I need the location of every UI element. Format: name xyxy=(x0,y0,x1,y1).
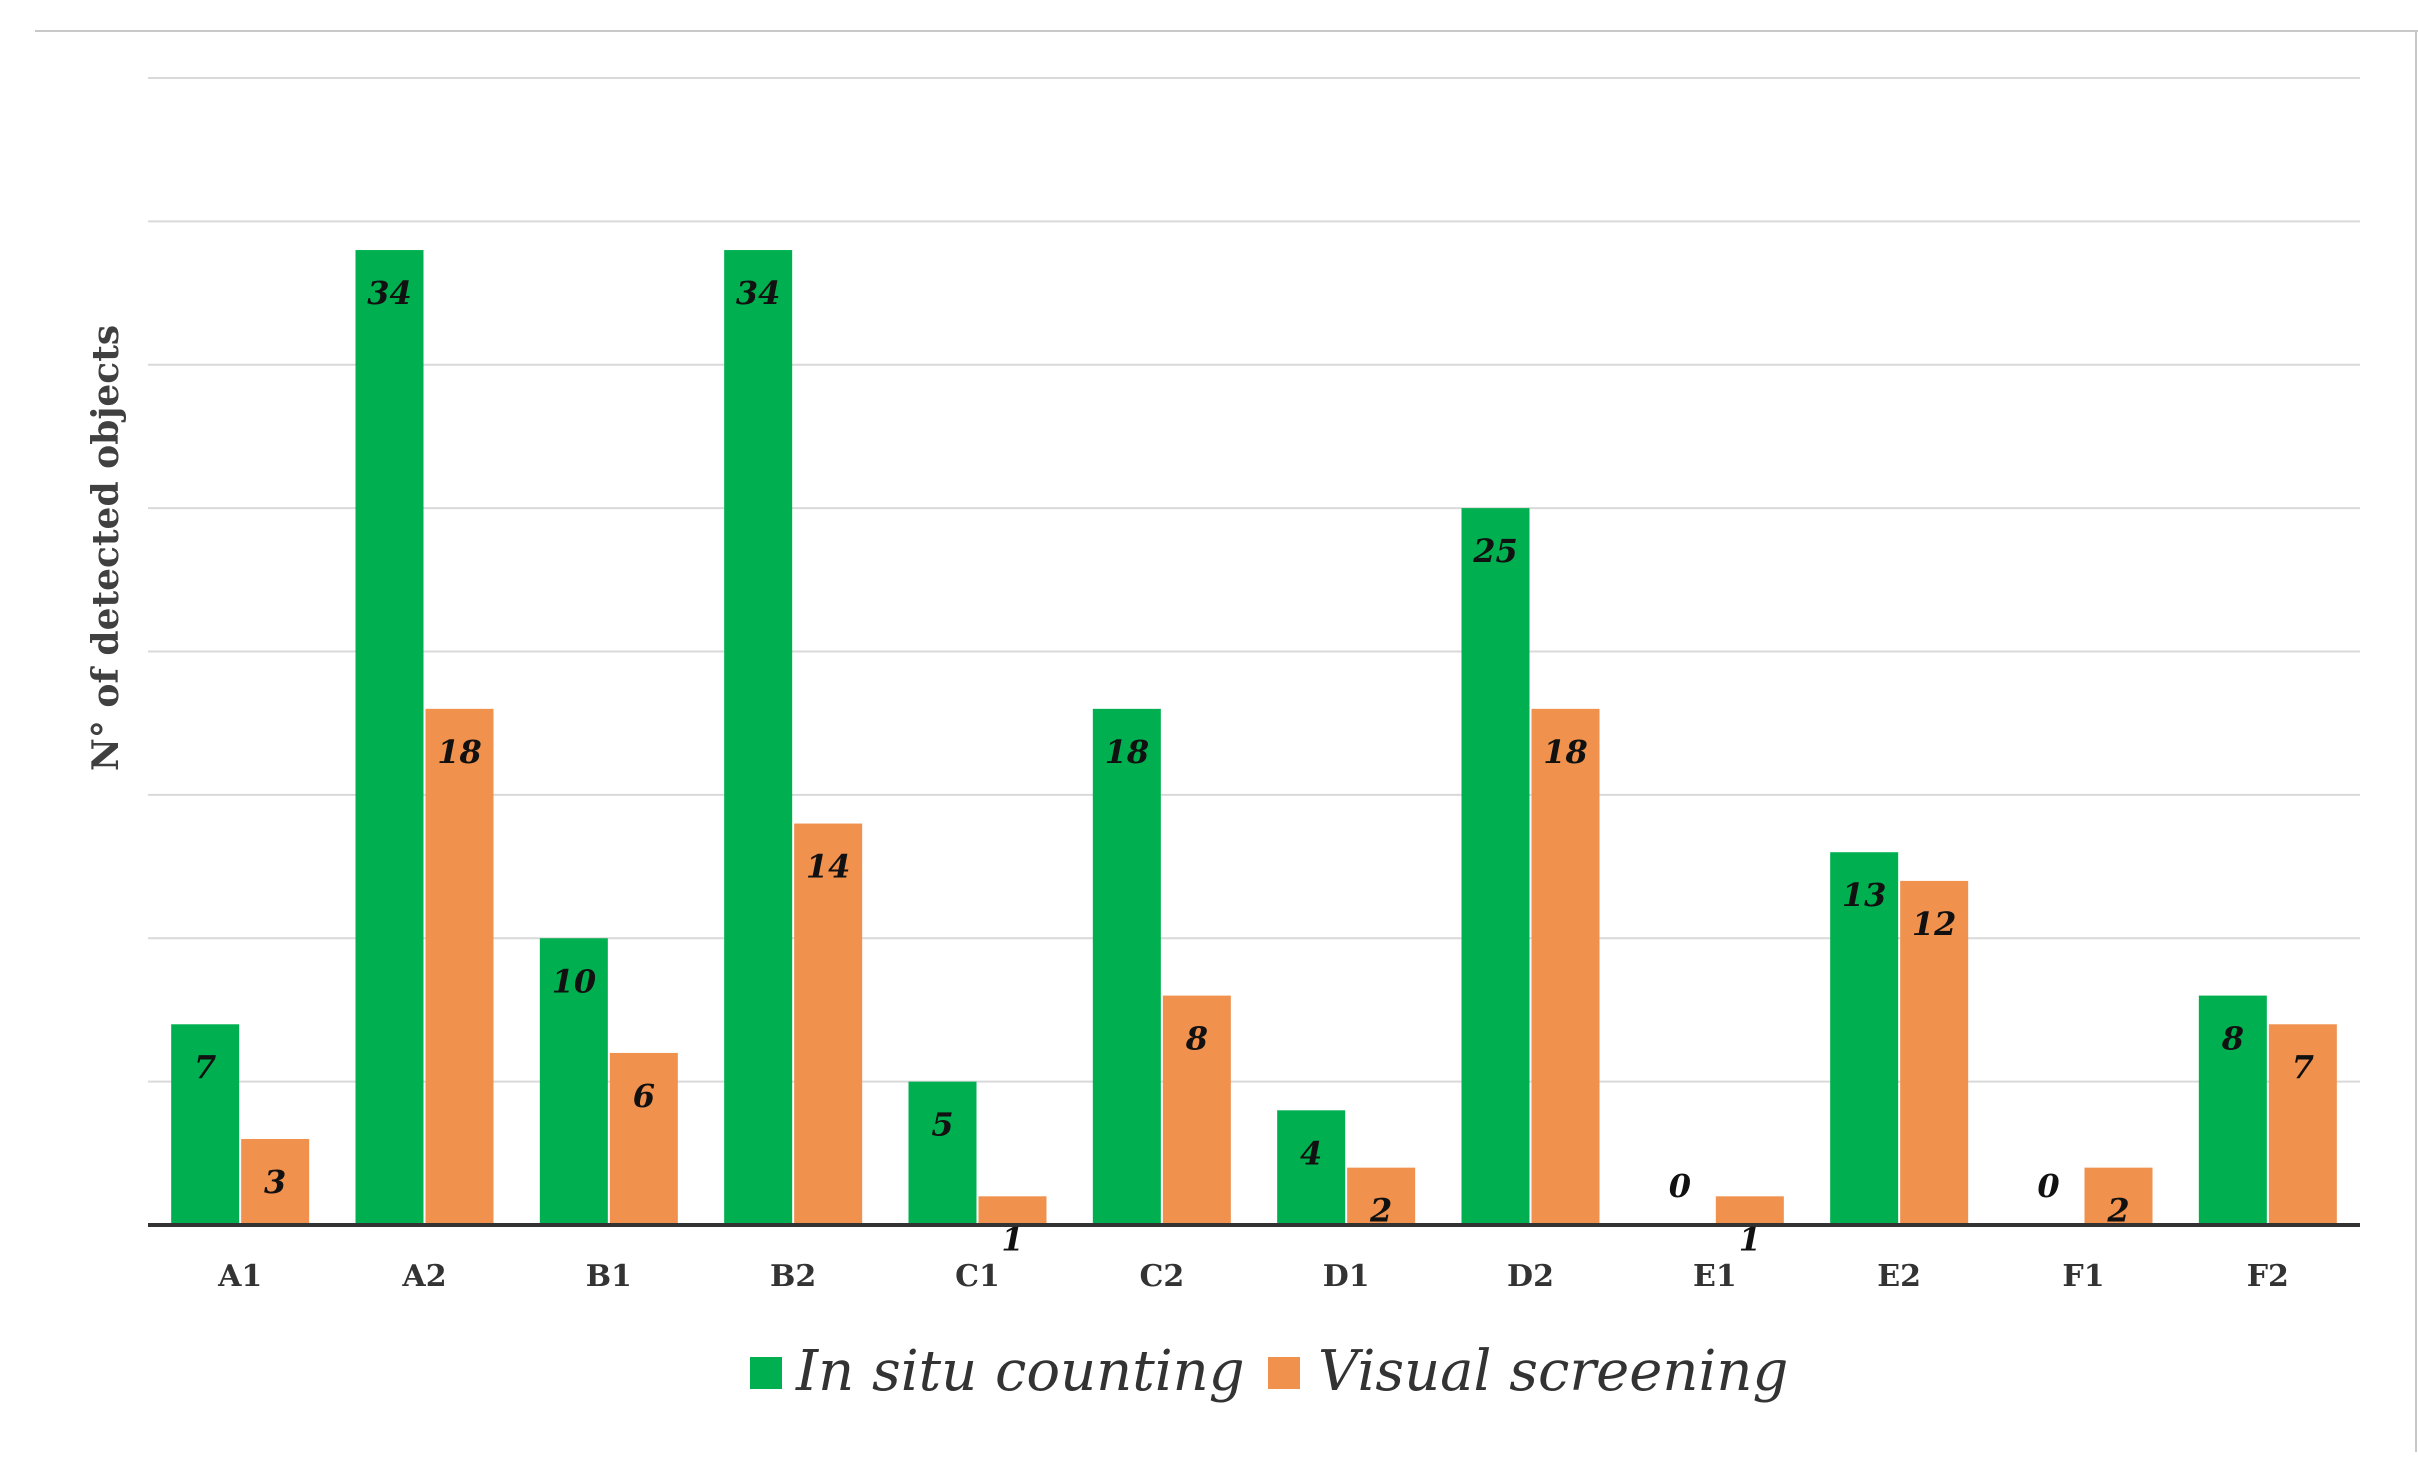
category-label-A2: A2 xyxy=(401,1259,446,1294)
category-label-F1: F1 xyxy=(2062,1259,2104,1294)
category-label-C2: C2 xyxy=(1139,1259,1184,1294)
bar-in-situ-counting-C2 xyxy=(1092,708,1161,1225)
gridlines xyxy=(148,77,2360,1083)
value-label-visual-screening-B2: 14 xyxy=(806,848,851,886)
category-label-D2: D2 xyxy=(1507,1259,1554,1294)
bar-visual-screening-A2 xyxy=(425,708,494,1225)
bar-in-situ-counting-F2 xyxy=(2198,995,2267,1225)
category-label-E2: E2 xyxy=(1877,1259,1921,1294)
category-label-A1: A1 xyxy=(217,1259,262,1294)
value-label-visual-screening-D2: 18 xyxy=(1543,733,1588,771)
value-label-in-situ-counting-D1: 4 xyxy=(1300,1134,1322,1172)
category-label-C1: C1 xyxy=(955,1259,1000,1294)
category-label-F2: F2 xyxy=(2247,1259,2289,1294)
bar-visual-screening-D1 xyxy=(1347,1167,1416,1225)
bar-visual-screening-F1 xyxy=(2084,1167,2153,1225)
value-label-visual-screening-D1: 2 xyxy=(1369,1192,1392,1230)
bar-visual-screening-C1 xyxy=(978,1196,1047,1225)
legend-label-visual-screening: Visual screening xyxy=(1318,1339,1788,1404)
value-label-in-situ-counting-B1: 10 xyxy=(552,962,597,1000)
value-label-visual-screening-E1: 1 xyxy=(1739,1220,1761,1258)
bar-in-situ-counting-A1 xyxy=(171,1024,240,1225)
value-label-visual-screening-C2: 8 xyxy=(1185,1020,1208,1058)
value-label-in-situ-counting-B2: 34 xyxy=(736,274,781,312)
bar-visual-screening-D2 xyxy=(1531,708,1600,1225)
bar-visual-screening-E1 xyxy=(1715,1196,1784,1225)
legend: In situ counting Visual screening xyxy=(750,1339,1788,1404)
value-label-in-situ-counting-E2: 13 xyxy=(1842,876,1887,914)
category-label-B1: B1 xyxy=(586,1259,632,1294)
category-label-B2: B2 xyxy=(770,1259,816,1294)
value-label-in-situ-counting-A1: 7 xyxy=(194,1048,216,1086)
category-label-E1: E1 xyxy=(1693,1259,1737,1294)
bar-visual-screening-E2 xyxy=(1900,880,1969,1225)
legend-swatch-in-situ-counting xyxy=(750,1357,782,1389)
bars-group xyxy=(171,250,2337,1226)
value-label-visual-screening-E2: 12 xyxy=(1912,905,1957,943)
value-label-visual-screening-C1: 1 xyxy=(1001,1220,1023,1258)
bar-in-situ-counting-A2 xyxy=(355,250,424,1226)
value-label-in-situ-counting-F2: 8 xyxy=(2221,1020,2244,1058)
value-label-in-situ-counting-F1: 0 xyxy=(2037,1167,2059,1205)
legend-swatch-visual-screening xyxy=(1268,1357,1300,1389)
y-axis-title: N° of detected objects xyxy=(85,325,127,771)
value-label-visual-screening-F1: 2 xyxy=(2106,1192,2129,1230)
bar-in-situ-counting-E2 xyxy=(1830,852,1899,1225)
bar-visual-screening-B1 xyxy=(609,1052,678,1225)
bar-visual-screening-F2 xyxy=(2268,1024,2337,1225)
bar-visual-screening-C2 xyxy=(1162,995,1231,1225)
value-label-visual-screening-B1: 6 xyxy=(633,1077,655,1115)
bar-in-situ-counting-D2 xyxy=(1461,508,1530,1225)
value-labels-group: 7 3 34 18 10 6 34 14 5 1 18 8 4 2 25 18 0 1 13 12 0 2 8 7 xyxy=(194,274,2314,1258)
category-label-D1: D1 xyxy=(1323,1259,1370,1294)
value-label-visual-screening-A1: 3 xyxy=(264,1163,286,1201)
legend-label-in-situ-counting: In situ counting xyxy=(795,1339,1245,1404)
value-label-in-situ-counting-E1: 0 xyxy=(1669,1167,1691,1205)
bar-in-situ-counting-D1 xyxy=(1277,1110,1346,1225)
bar-in-situ-counting-B2 xyxy=(724,250,793,1226)
value-label-in-situ-counting-C1: 5 xyxy=(931,1106,953,1144)
bar-visual-screening-A1 xyxy=(241,1138,310,1225)
bar-in-situ-counting-B1 xyxy=(539,938,608,1225)
category-labels-group: A1 A2 B1 B2 C1 C2 D1 D2 E1 E2 F1 F2 xyxy=(217,1259,2289,1294)
value-label-visual-screening-F2: 7 xyxy=(2292,1048,2314,1086)
bar-in-situ-counting-C1 xyxy=(908,1081,977,1225)
value-label-in-situ-counting-C2: 18 xyxy=(1105,733,1150,771)
value-label-in-situ-counting-A2: 34 xyxy=(367,274,412,312)
value-label-visual-screening-A2: 18 xyxy=(437,733,482,771)
value-label-in-situ-counting-D2: 25 xyxy=(1472,532,1518,570)
bar-visual-screening-B2 xyxy=(794,823,863,1225)
